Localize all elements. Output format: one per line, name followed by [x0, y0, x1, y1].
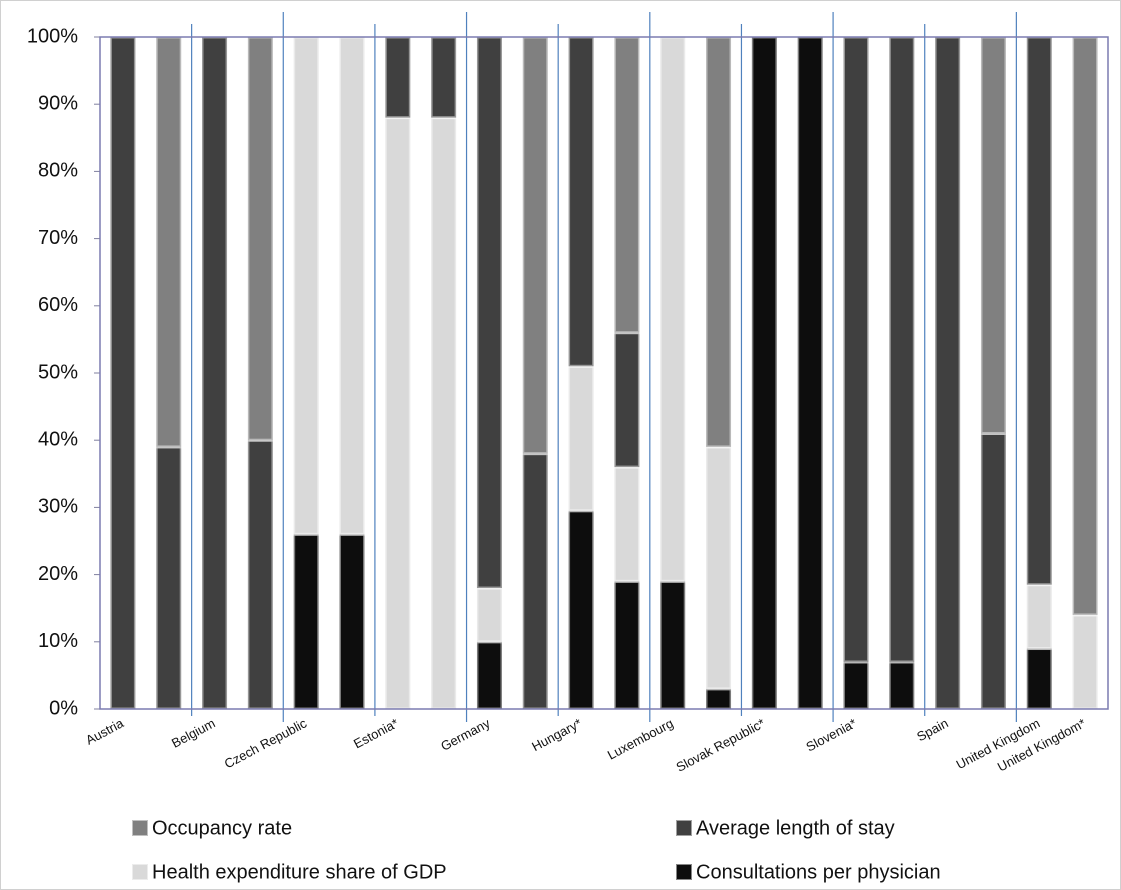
bar-segment — [979, 431, 1008, 711]
legend-label: Average length of stay — [696, 817, 895, 839]
bar-segment — [612, 579, 641, 711]
bar-segment — [704, 445, 733, 691]
bar-segment — [612, 331, 641, 469]
bar-segment — [292, 35, 321, 536]
y-tick-label: 0% — [49, 697, 78, 719]
y-tick-label: 20% — [38, 563, 78, 585]
bar-segment — [154, 445, 183, 711]
bar-segment — [1025, 583, 1054, 651]
y-tick-label: 50% — [38, 361, 78, 383]
bar-segment — [842, 35, 870, 664]
bar-segment — [429, 116, 458, 711]
bar-segment — [612, 35, 641, 335]
bar-segment — [292, 532, 321, 711]
bar-segment — [704, 35, 733, 449]
bar-segment — [933, 35, 962, 711]
y-tick-label: 30% — [38, 496, 78, 518]
bar-segment — [1071, 35, 1100, 617]
bar-segment — [1071, 613, 1100, 711]
y-tick-label: 40% — [38, 428, 78, 450]
bar-segment — [658, 579, 687, 711]
bar-segment — [567, 509, 596, 711]
y-tick-label: 70% — [38, 227, 78, 249]
bar-segment — [475, 586, 504, 644]
bar-segment — [475, 640, 504, 711]
bar-segment — [567, 35, 596, 368]
y-tick-label: 100% — [27, 25, 78, 47]
bar-segment — [521, 35, 550, 456]
bar-segment — [887, 660, 916, 711]
legend-swatch — [675, 819, 693, 837]
bar-segment — [200, 35, 229, 711]
bar-segment — [1025, 647, 1054, 711]
bar-segment — [246, 35, 275, 442]
bar-segment — [796, 35, 825, 711]
bar-segment — [246, 438, 275, 711]
y-tick-label: 80% — [38, 160, 78, 182]
bar-segment — [521, 452, 550, 711]
legend-swatch — [675, 863, 693, 881]
bar-segment — [154, 35, 183, 449]
legend-swatch — [131, 819, 149, 837]
bar-segment — [338, 35, 366, 536]
bar-segment — [979, 35, 1008, 435]
bar-segment — [567, 364, 596, 513]
y-tick-label: 60% — [38, 294, 78, 316]
bar-segment — [475, 35, 504, 590]
plot-frame — [99, 36, 1109, 710]
legend-label: Health expenditure share of GDP — [152, 861, 447, 883]
bar-segment — [750, 35, 779, 711]
bar-segment — [429, 35, 458, 120]
legend-label: Occupancy rate — [152, 817, 292, 839]
bar-segment — [887, 35, 916, 664]
bar-segment — [383, 35, 412, 120]
bar-segment — [704, 687, 733, 711]
legend-label: Consultations per physician — [696, 861, 941, 883]
legend-swatch — [131, 863, 149, 881]
bar-segment — [108, 35, 137, 711]
bar-segment — [658, 35, 687, 583]
bar-segment — [338, 532, 366, 711]
bar-segment — [842, 660, 870, 711]
bar-segment — [383, 116, 412, 711]
y-tick-label: 90% — [38, 92, 78, 114]
bar-segment — [1025, 35, 1054, 587]
bar-segment — [612, 465, 641, 583]
y-tick-label: 10% — [38, 630, 78, 652]
